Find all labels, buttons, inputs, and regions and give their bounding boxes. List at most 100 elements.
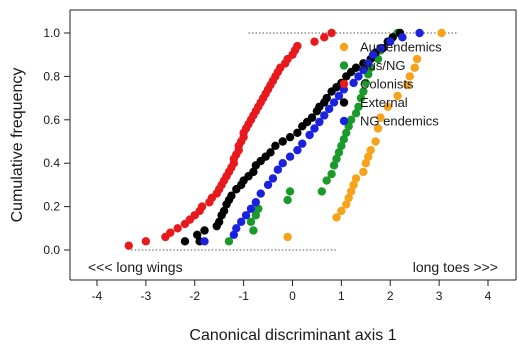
annotation-long-wings: <<< long wings [88, 259, 183, 275]
y-tick-label: 0.8 [43, 69, 60, 83]
series-aus-endemics [283, 28, 446, 242]
data-point [351, 109, 361, 118]
data-point [337, 206, 346, 216]
data-point [329, 161, 339, 170]
data-point [266, 148, 275, 157]
data-point [293, 41, 302, 51]
data-point [351, 63, 361, 72]
data-point [285, 152, 295, 161]
data-point [227, 191, 236, 200]
data-point [327, 169, 336, 179]
data-point [403, 80, 412, 90]
data-point [141, 237, 151, 246]
legend-label: Aus endemics [360, 40, 442, 55]
data-point [356, 93, 366, 103]
data-point [200, 226, 209, 235]
data-point [307, 113, 317, 122]
y-tick-label: 0.0 [43, 243, 60, 257]
x-axis-title: Canonical discriminant axis 1 [189, 327, 396, 344]
data-point [342, 128, 351, 138]
data-point [241, 211, 251, 220]
data-point [263, 180, 273, 190]
data-point [415, 28, 424, 38]
data-point [337, 141, 346, 151]
data-point [310, 124, 319, 133]
data-point [359, 65, 368, 75]
annotation-long-toes: long toes >>> [413, 259, 498, 275]
data-point [249, 226, 258, 235]
data-point [219, 206, 229, 216]
data-point [271, 141, 280, 151]
data-point [232, 224, 241, 233]
data-point [329, 98, 339, 107]
legend-marker [339, 79, 349, 89]
data-point [359, 87, 368, 96]
data-point [124, 241, 133, 250]
data-point [386, 37, 395, 46]
data-point [383, 102, 393, 111]
y-tick-label: 0.6 [43, 113, 60, 127]
data-point [412, 54, 422, 64]
x-tick-label: 4 [485, 289, 492, 303]
data-point [339, 135, 349, 144]
data-point [192, 230, 202, 240]
data-point [376, 43, 385, 53]
data-point [285, 187, 295, 196]
data-point [334, 148, 344, 157]
data-point [361, 78, 371, 88]
x-tick-label: 3 [436, 289, 443, 303]
data-point [398, 33, 407, 42]
data-point [437, 28, 446, 38]
data-point [224, 237, 234, 246]
legend-marker [339, 98, 349, 107]
data-point [236, 217, 246, 226]
y-ticks: 0.0 0.2 0.4 0.6 0.8 1.0 [43, 26, 70, 257]
series-external [180, 28, 405, 246]
x-tick-label: -4 [92, 289, 103, 303]
data-point [322, 93, 331, 103]
data-point [349, 180, 358, 190]
x-tick-label: 0 [289, 289, 296, 303]
data-point [322, 176, 331, 185]
x-tick-label: -3 [141, 289, 152, 303]
data-point [320, 33, 329, 42]
legend-label: NG endemics [360, 114, 439, 129]
data-point [254, 204, 263, 213]
data-point [361, 159, 371, 168]
data-point [344, 193, 353, 203]
data-point [293, 128, 302, 138]
y-tick-label: 0.4 [43, 156, 60, 170]
data-point [371, 137, 380, 146]
data-points [124, 28, 446, 250]
data-point [368, 50, 378, 59]
data-point [229, 230, 239, 240]
data-point [283, 195, 292, 205]
data-point [320, 111, 329, 120]
data-point [317, 187, 327, 196]
x-tick-label: -1 [238, 289, 249, 303]
y-tick-label: 1.0 [43, 26, 60, 40]
y-axis-title: Cumulative frequency [9, 68, 26, 223]
legend: Aus endemics Aus/NG Colonists External NG en… [339, 40, 442, 129]
x-tick-label: 2 [387, 289, 394, 303]
data-point [197, 202, 207, 211]
data-point [410, 63, 419, 72]
data-point [359, 167, 368, 177]
data-point [376, 113, 385, 122]
data-point [293, 145, 302, 155]
x-tick-label: 1 [338, 289, 345, 303]
data-point [278, 159, 287, 168]
data-point [268, 174, 278, 183]
data-point [214, 217, 224, 226]
x-ticks: -4 -3 -2 -1 0 1 2 3 4 [92, 280, 492, 303]
data-point [364, 152, 373, 161]
data-point [349, 78, 358, 88]
data-point [334, 91, 344, 101]
reference-lines [131, 32, 459, 251]
data-point [354, 72, 363, 81]
legend-marker [339, 42, 349, 52]
data-point [327, 28, 336, 38]
data-point [332, 213, 341, 222]
series-colonists [124, 28, 336, 250]
